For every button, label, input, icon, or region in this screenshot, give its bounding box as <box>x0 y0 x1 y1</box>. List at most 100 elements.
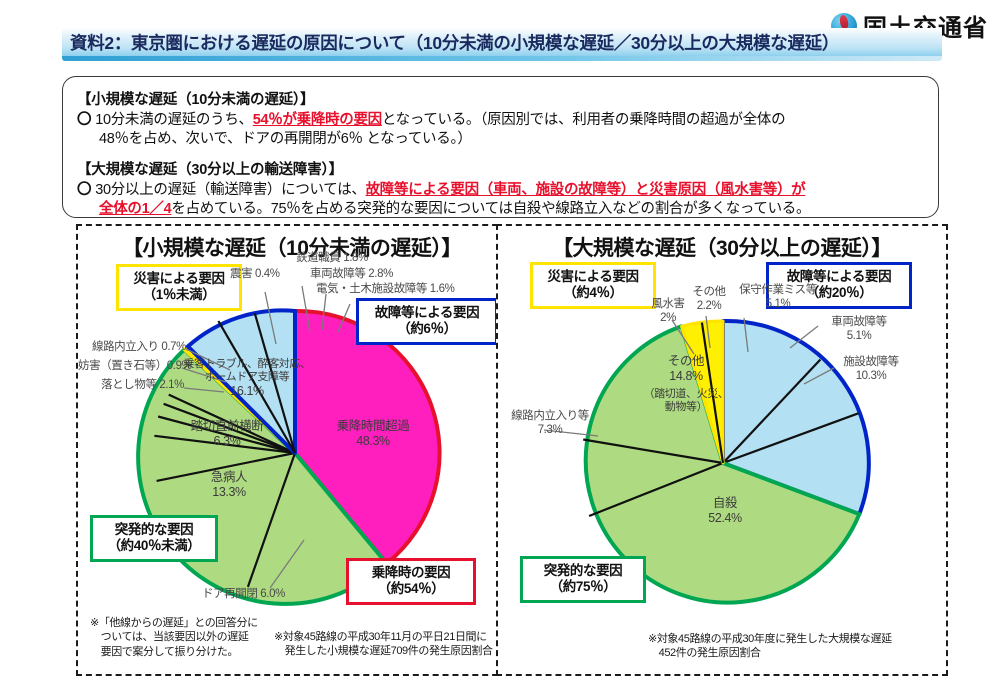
small-delay-chart-panel: 【小規模な遅延（10分未満の遅延）】 <box>76 224 508 676</box>
summary-small-line1: 〇 10分未満の遅延のうち、54％が乗降時の要因となっている。（原因別では、利用者… <box>77 111 924 130</box>
label-sonota-sub-l2: 動物等） <box>664 401 708 414</box>
summary-large-line1: 〇 30分以上の遅延（輸送障害）については、故障等による要因（車両、施設の故障等）… <box>77 181 924 200</box>
summary-large-line2: 全体の1／4を占めている。75％を占める突発的な要因については自殺や線路立入など… <box>77 200 924 219</box>
label-sonota-sub-l1: （踏切道、火災、 <box>643 388 729 400</box>
label-shindai: 震害 0.4% <box>230 268 280 280</box>
label-jokou-l1: 乗降時間超過 <box>336 419 410 433</box>
label-senro-large: 線路内立入り等 7.3% <box>498 410 602 438</box>
page-title: 資料2：東京圏における遅延の原因について（10分未満の小規模な遅延／30分以上の… <box>70 33 840 53</box>
callout-sudden-small: 突発的な要因 （約40％未満） <box>90 515 218 562</box>
label-fusuigai-l1: 風水害 <box>651 298 685 310</box>
label-otoshimono: 落とし物等 2.1% <box>101 379 184 391</box>
label-sonota-top-pct: 2.2% <box>696 299 722 312</box>
right-note: ※対象45路線の平成30年度に発生した大規模な遅延 452件の発生原因割合 <box>648 632 938 661</box>
summary-small-highlight: 54％が乗降時の要因 <box>252 112 382 128</box>
left-note-2-l2: 発生した小規模な遅延709件の発生原因割合 <box>274 645 493 658</box>
label-sonota-top: その他 2.2% <box>680 286 738 314</box>
label-sonota-main-pct: 14.8% <box>669 369 703 383</box>
bullet-small: 〇 <box>77 112 92 128</box>
right-leader-lines <box>671 315 835 385</box>
label-kyubyo-l1: 急病人 <box>210 470 248 484</box>
callout-sudden-large-line1: 突発的な要因 <box>543 563 623 578</box>
label-jokyaku: 乗客トラブル、酔客対応、 ホームドア支障等 16.1% <box>182 358 312 399</box>
summary-large-highlight-1: 故障等による要因（車両、施設の故障等）と災害原因（風水害等）が <box>365 181 806 198</box>
label-sharyo-large-l1: 車両故障等 <box>831 316 887 328</box>
label-senro-small: 線路内立入り 0.7% <box>91 341 186 353</box>
left-leader-lines <box>264 285 351 345</box>
label-door: ドア再開閉 6.0% <box>202 588 285 600</box>
large-delay-chart-panel: 【大規模な遅延（30分以上の遅延）】 災害による要因 <box>496 224 948 676</box>
label-sonota-top-l1: その他 <box>692 286 726 298</box>
callout-sudden-small-line1: 突発的な要因 <box>114 522 194 537</box>
left-note-1-l1: ※「他線からの遅延」との回答分に <box>90 617 258 629</box>
label-hoshu-pct: 5.1% <box>765 297 791 310</box>
label-jokyaku-pct: 16.1% <box>230 384 264 399</box>
label-shisetsu: 施設故障等 10.3% <box>828 356 914 384</box>
summary-large-text-2b: を占めている。75％を占める突発的な要因については自殺や線路立入などの割合が多く… <box>171 200 811 217</box>
callout-disaster-large: 災害による要因 （約4％） <box>530 262 656 309</box>
label-fusuigai: 風水害 2% <box>640 298 696 326</box>
label-jisatsu: 自殺 52.4% <box>680 496 770 526</box>
label-jokou-pct: 48.3% <box>356 434 390 448</box>
label-senro-large-l1: 線路内立入り等 <box>511 410 589 422</box>
label-jisatsu-l1: 自殺 <box>712 496 738 510</box>
callout-failure-small: 故障等による要因 （約6％） <box>356 298 498 345</box>
left-note-2: ※対象45路線の平成30年11月の平日21日間に 発生した小規模な遅延709件の… <box>274 630 510 659</box>
label-fumikiri: 踏切直前横断 6.3% <box>164 419 290 449</box>
callout-disaster-large-line1: 災害による要因 <box>547 269 639 284</box>
label-bougai: 妨害（置き石等）0.9% <box>78 360 192 372</box>
right-note-l2: 452件の発生原因割合 <box>648 647 761 660</box>
callout-disaster-small: 災害による要因 （1％未満） <box>116 264 242 311</box>
left-chart-title: 【小規模な遅延（10分未満の遅延）】 <box>122 237 462 260</box>
callout-failure-large-line2: （約20％） <box>805 285 873 301</box>
label-kyubyo: 急病人 13.3% <box>174 470 284 500</box>
label-fumikiri-pct: 6.3% <box>213 434 241 448</box>
right-note-l1: ※対象45路線の平成30年度に発生した大規模な遅延 <box>648 633 892 645</box>
page-header: 国土交通省 資料2：東京圏における遅延の原因について（10分未満の小規模な遅延／… <box>0 0 1000 70</box>
label-sharyo-large: 車両故障等 5.1% <box>816 316 902 344</box>
right-chart-title: 【大規模な遅延（30分以上の遅延）】 <box>552 237 892 260</box>
label-jokyaku-l1: 乗客トラブル、酔客対応、 <box>183 358 311 370</box>
callout-sudden-large: 突発的な要因 （約75％） <box>520 556 646 603</box>
label-sharyo-large-pct: 5.1% <box>846 329 872 342</box>
label-jokou: 乗降時間超過 48.3% <box>314 419 432 449</box>
callout-failure-small-line2: （約6％） <box>397 321 457 337</box>
right-pie-chart <box>583 318 871 605</box>
callout-disaster-small-line1: 災害による要因 <box>133 271 225 286</box>
label-hoshu: 保守作業ミス等 5.1% <box>730 284 826 312</box>
summary-box: 【小規模な遅延（10分未満の遅延）】 〇 10分未満の遅延のうち、54％が乗降時の… <box>62 76 939 218</box>
bullet-large: 〇 <box>77 181 92 198</box>
label-tetsudou: 鉄道職員 1.8% <box>296 252 368 264</box>
callout-failure-large-line1: 故障等による要因 <box>786 269 892 284</box>
label-denki: 電気・土木施設故障等 1.6% <box>316 283 455 295</box>
label-jokyaku-l2: ホームドア支障等 <box>204 371 290 384</box>
callout-failure-large: 故障等による要因 （約20％） <box>766 262 912 309</box>
summary-large-text-1a: 30分以上の遅延（輸送障害）については、 <box>95 181 366 198</box>
left-note-1-l3: 要因で案分して振り分けた。 <box>90 645 239 658</box>
callout-sudden-small-line2: （約40％未満） <box>107 538 201 554</box>
label-senro-large-pct: 7.3% <box>537 423 563 436</box>
title-banner-underline <box>62 56 942 61</box>
callout-failure-small-line1: 故障等による要因 <box>374 305 480 320</box>
left-note-2-l1: ※対象45路線の平成30年11月の平日21日間に <box>274 631 487 643</box>
left-note-1: ※「他線からの遅延」との回答分に ついては、当該要因以外の遅延 要因で案分して振… <box>90 616 286 659</box>
callout-boarding-small-line2: （約54％） <box>377 581 445 597</box>
label-fusuigai-pct: 2% <box>660 311 676 324</box>
callout-sudden-large-line2: （約75％） <box>549 579 617 595</box>
label-shisetsu-l1: 施設故障等 <box>843 356 899 368</box>
callout-boarding-small-line1: 乗降時の要因 <box>371 565 451 580</box>
title-banner <box>62 28 942 56</box>
summary-small-text-1a: 10分未満の遅延のうち、 <box>95 112 253 128</box>
left-note-1-l2: ついては、当該要因以外の遅延 <box>90 631 249 644</box>
callout-disaster-large-line2: （約4％） <box>563 285 623 301</box>
summary-large-heading: 【大規模な遅延（30分以上の輸送障害）】 <box>77 161 343 178</box>
summary-small-text-1c: となっている。（原因別では、利用者の乗降時間の超過が全体の <box>381 112 786 128</box>
left-leader-door <box>269 539 305 589</box>
label-sonota-main-l1: その他 <box>667 354 705 368</box>
right-leader-senro <box>543 429 599 437</box>
left-leader-lines-side <box>181 348 231 393</box>
label-hoshu-l1: 保守作業ミス等 <box>739 284 817 296</box>
label-sonota-main: その他 14.8% （踏切道、火災、 動物等） <box>638 354 734 414</box>
label-kyubyo-pct: 13.3% <box>212 485 246 499</box>
label-sharyo-small: 車両故障等 2.8% <box>310 268 393 280</box>
